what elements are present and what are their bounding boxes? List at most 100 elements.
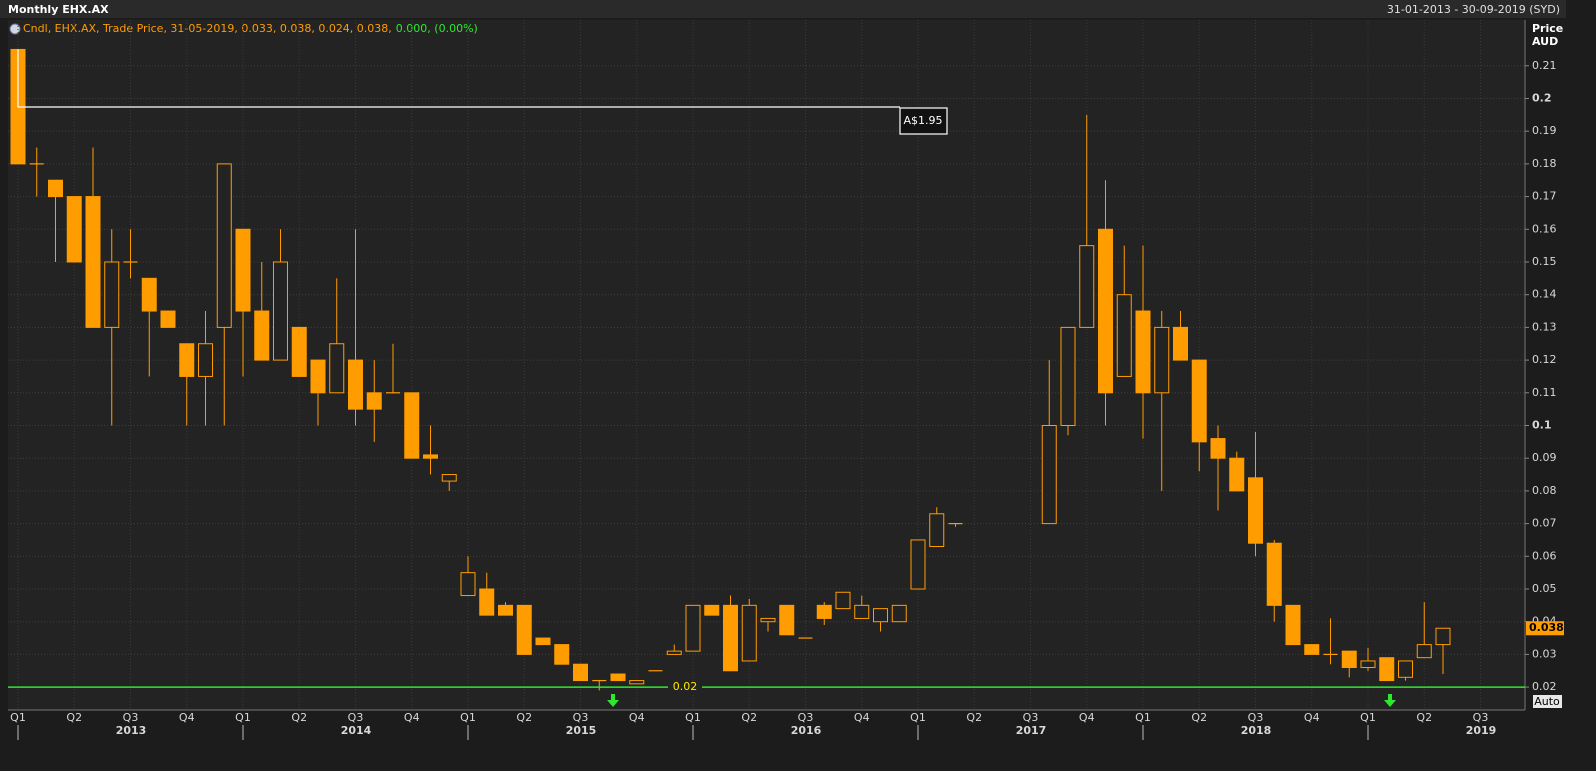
candle-body	[1229, 457, 1245, 492]
candle-body	[460, 572, 476, 597]
x-tick-label: Q1	[1135, 711, 1151, 724]
date-range: 31-01-2013 - 30-09-2019 (SYD)	[1387, 3, 1560, 16]
level-label-bg	[668, 681, 702, 694]
annotation-label: A$1.95	[903, 114, 942, 127]
candle-body	[198, 343, 213, 377]
x-tick-label: Q1	[685, 711, 701, 724]
candle-body	[629, 680, 645, 685]
candle-body	[535, 637, 551, 646]
candle-body	[179, 343, 195, 377]
x-tick-label: Q2	[1416, 711, 1432, 724]
x-tick-label: Q2	[66, 711, 82, 724]
x-tick-label: Q3	[348, 711, 364, 724]
candle-body	[348, 359, 363, 410]
header-bar	[0, 0, 1566, 18]
candle-body	[216, 163, 232, 328]
y-tick-label: 0.13	[1532, 320, 1557, 333]
candle-body	[666, 650, 682, 655]
candle-body	[66, 196, 82, 263]
year-label: 2015	[566, 724, 597, 737]
y-tick-label: 0.19	[1532, 124, 1557, 137]
candle-body	[891, 604, 907, 623]
annotation-box	[899, 107, 948, 135]
arrow	[607, 694, 619, 707]
candle-body	[366, 392, 382, 410]
y-tick-label: 0.11	[1532, 386, 1557, 399]
candle-body	[1435, 627, 1451, 646]
y-tick-label: 0.17	[1532, 190, 1557, 203]
year-label: 2017	[1016, 724, 1047, 737]
candle-body	[910, 539, 926, 590]
x-tick-label: Q3	[573, 711, 589, 724]
x-tick-label: Q1	[235, 711, 251, 724]
candle-body	[516, 604, 532, 655]
auto-button[interactable]	[1533, 695, 1562, 708]
candle-body	[1154, 326, 1170, 394]
y-tick-label: 0.16	[1532, 222, 1557, 235]
x-tick-label: Q4	[1079, 711, 1095, 724]
x-tick-label: Q1	[10, 711, 26, 724]
candle-body	[404, 392, 420, 459]
candle-body	[1173, 326, 1188, 361]
y-tick-label: 0.15	[1532, 255, 1557, 268]
y-axis-title: Price	[1532, 22, 1563, 35]
candle-body	[1079, 245, 1095, 328]
y-tick-label: 0.21	[1532, 59, 1557, 72]
candle-body	[1210, 438, 1226, 459]
candle-body	[1191, 359, 1207, 443]
year-label: 2016	[791, 724, 822, 737]
x-tick-label: Q3	[1473, 711, 1489, 724]
candle-body	[779, 604, 795, 636]
y-tick-label: 0.14	[1532, 288, 1557, 301]
candle-body	[310, 359, 326, 394]
candle-body	[1416, 644, 1432, 659]
y-tick-label: 0.08	[1532, 484, 1557, 497]
candle-body	[573, 663, 588, 682]
y-tick-label: 0.18	[1532, 157, 1557, 170]
legend-text: Cndl, EHX.AX, Trade Price, 31-05-2019, 0…	[23, 22, 392, 35]
y-tick-label: 0.2	[1532, 91, 1552, 104]
x-tick-label: Q4	[404, 711, 420, 724]
candle-body	[760, 617, 776, 623]
y-tick-label: 0.06	[1532, 549, 1557, 562]
candle-body	[610, 673, 626, 682]
y-tick-label: 0.09	[1532, 451, 1557, 464]
x-tick-label: Q3	[1248, 711, 1264, 724]
x-tick-label: Q1	[460, 711, 476, 724]
x-tick-label: Q1	[1360, 711, 1376, 724]
auto-button-label[interactable]: Auto	[1534, 695, 1560, 708]
y-axis-title: AUD	[1532, 35, 1558, 48]
candle-body	[741, 604, 757, 662]
y-tick-label: 0.05	[1532, 582, 1557, 595]
candle-body	[160, 310, 176, 328]
last-price-tag	[1526, 621, 1564, 636]
x-tick-label: Q3	[798, 711, 814, 724]
signal-arrows	[607, 694, 1396, 707]
x-tick-label: Q4	[1304, 711, 1320, 724]
x-tick-label: Q2	[1191, 711, 1207, 724]
candle-body	[685, 604, 701, 652]
candle-body	[554, 644, 570, 665]
y-tick-label: 0.03	[1532, 647, 1557, 660]
candle-body	[1398, 660, 1413, 678]
candle-body	[441, 474, 457, 482]
chart-title: Monthly EHX.AX	[8, 3, 109, 16]
candle-body	[1304, 644, 1320, 655]
year-label: 2014	[341, 724, 372, 737]
candle-body	[498, 604, 513, 616]
last-price-label: 0.038	[1529, 621, 1564, 634]
candle-body	[273, 261, 288, 361]
candle-body	[835, 591, 851, 610]
x-tick-label: Q4	[629, 711, 645, 724]
x-tick-label: Q3	[1023, 711, 1039, 724]
candle-body	[1285, 604, 1301, 646]
candle-body	[48, 179, 63, 198]
year-label: 2018	[1241, 724, 1272, 737]
level-label: 0.02	[673, 680, 698, 693]
candle-body	[929, 513, 945, 547]
candle-body	[329, 343, 345, 394]
candle-body	[1341, 650, 1357, 668]
x-tick-label: Q1	[910, 711, 926, 724]
candle-body	[1360, 660, 1376, 668]
annotation-line	[17, 49, 900, 108]
